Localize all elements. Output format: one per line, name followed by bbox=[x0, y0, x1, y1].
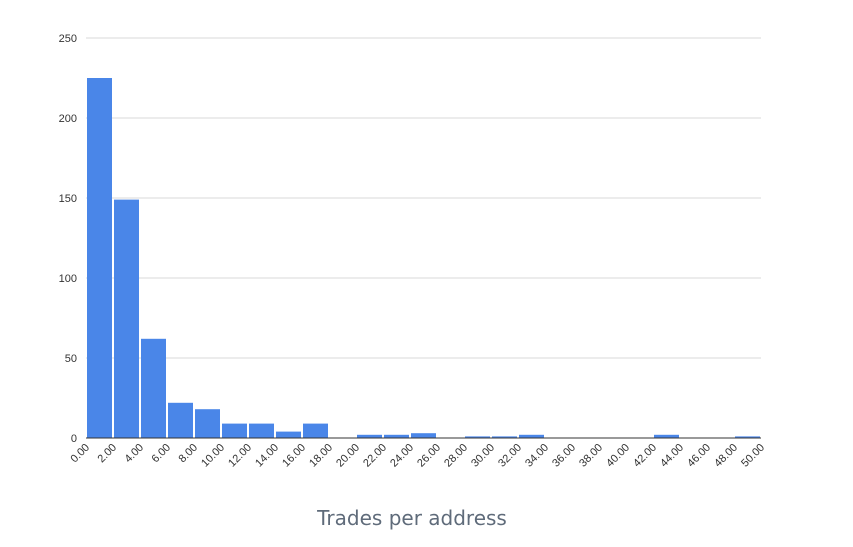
bar bbox=[222, 423, 247, 438]
bar bbox=[735, 436, 760, 438]
bar bbox=[519, 434, 544, 438]
x-tick-label: 24.00 bbox=[388, 442, 416, 470]
x-tick-label: 16.00 bbox=[280, 442, 308, 470]
x-tick-label: 10.00 bbox=[199, 442, 227, 470]
x-tick-label: 12.00 bbox=[226, 442, 254, 470]
x-tick-label: 42.00 bbox=[631, 442, 659, 470]
y-tick-label: 150 bbox=[59, 193, 77, 205]
x-tick-label: 48.00 bbox=[712, 442, 740, 470]
x-tick-label: 32.00 bbox=[496, 442, 524, 470]
bar bbox=[276, 431, 301, 438]
x-tick-label: 40.00 bbox=[604, 442, 632, 470]
bar bbox=[168, 402, 193, 438]
x-tick-label: 4.00 bbox=[122, 442, 146, 466]
y-tick-labels: 0 50 100 150 200 250 bbox=[59, 33, 77, 445]
bar bbox=[195, 409, 220, 438]
x-tick-label: 0.00 bbox=[68, 442, 92, 466]
x-tick-label: 30.00 bbox=[469, 442, 497, 470]
x-tick-label: 18.00 bbox=[307, 442, 335, 470]
y-tick-label: 0 bbox=[71, 433, 77, 445]
bar bbox=[654, 434, 679, 438]
x-tick-labels: 0.00 2.00 4.00 6.00 8.00 10.00 12.00 14.00 16.00… bbox=[68, 442, 767, 470]
x-tick-label: 22.00 bbox=[361, 442, 389, 470]
x-tick-label: 6.00 bbox=[149, 442, 173, 466]
bar bbox=[303, 423, 328, 438]
bar bbox=[465, 436, 490, 438]
bar bbox=[87, 78, 112, 438]
y-tick-label: 200 bbox=[59, 113, 77, 125]
x-tick-label: 36.00 bbox=[550, 442, 578, 470]
x-tick-label: 8.00 bbox=[176, 442, 200, 466]
bar bbox=[411, 433, 436, 438]
x-tick-label: 44.00 bbox=[658, 442, 686, 470]
gridlines bbox=[86, 37, 761, 359]
x-tick-label: 26.00 bbox=[415, 442, 443, 470]
bar bbox=[357, 434, 382, 438]
x-tick-label: 28.00 bbox=[442, 442, 470, 470]
bar bbox=[249, 423, 274, 438]
x-tick-label: 2.00 bbox=[95, 442, 119, 466]
bar bbox=[384, 434, 409, 438]
bars bbox=[87, 78, 760, 438]
y-tick-label: 100 bbox=[59, 273, 77, 285]
x-tick-label: 20.00 bbox=[334, 442, 362, 470]
x-tick-label: 14.00 bbox=[253, 442, 281, 470]
y-tick-label: 50 bbox=[65, 353, 77, 365]
y-tick-label: 250 bbox=[59, 33, 77, 45]
x-tick-label: 38.00 bbox=[577, 442, 605, 470]
x-tick-label: 50.00 bbox=[739, 442, 767, 470]
bar bbox=[141, 338, 166, 438]
x-axis-title: Trades per address bbox=[316, 506, 507, 530]
bar bbox=[492, 436, 517, 438]
x-tick-label: 46.00 bbox=[685, 442, 713, 470]
bar bbox=[114, 199, 139, 438]
x-tick-label: 34.00 bbox=[523, 442, 551, 470]
